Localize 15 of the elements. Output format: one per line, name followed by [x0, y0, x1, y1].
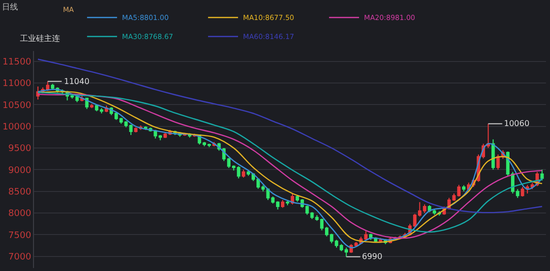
y-tick-label: 8000	[8, 209, 32, 220]
annotation: 6990	[362, 252, 382, 261]
y-tick-label: 9500	[8, 144, 32, 154]
y-tick-label: 9000	[8, 166, 32, 176]
annotation: 11040	[64, 77, 90, 86]
chart-title: 日线	[2, 2, 18, 12]
annotation: 10060	[504, 119, 530, 128]
chart-subtitle: 工业硅主连	[20, 34, 60, 43]
y-tick-label: 11500	[2, 58, 32, 68]
y-tick-label: 7500	[8, 230, 32, 241]
y-tick-label: 11000	[2, 79, 32, 90]
y-tick-label: 10000	[2, 122, 32, 133]
y-tick-label: 7000	[8, 252, 32, 262]
y-tick-label: 8500	[8, 187, 32, 198]
y-tick-label: 10500	[2, 100, 32, 111]
